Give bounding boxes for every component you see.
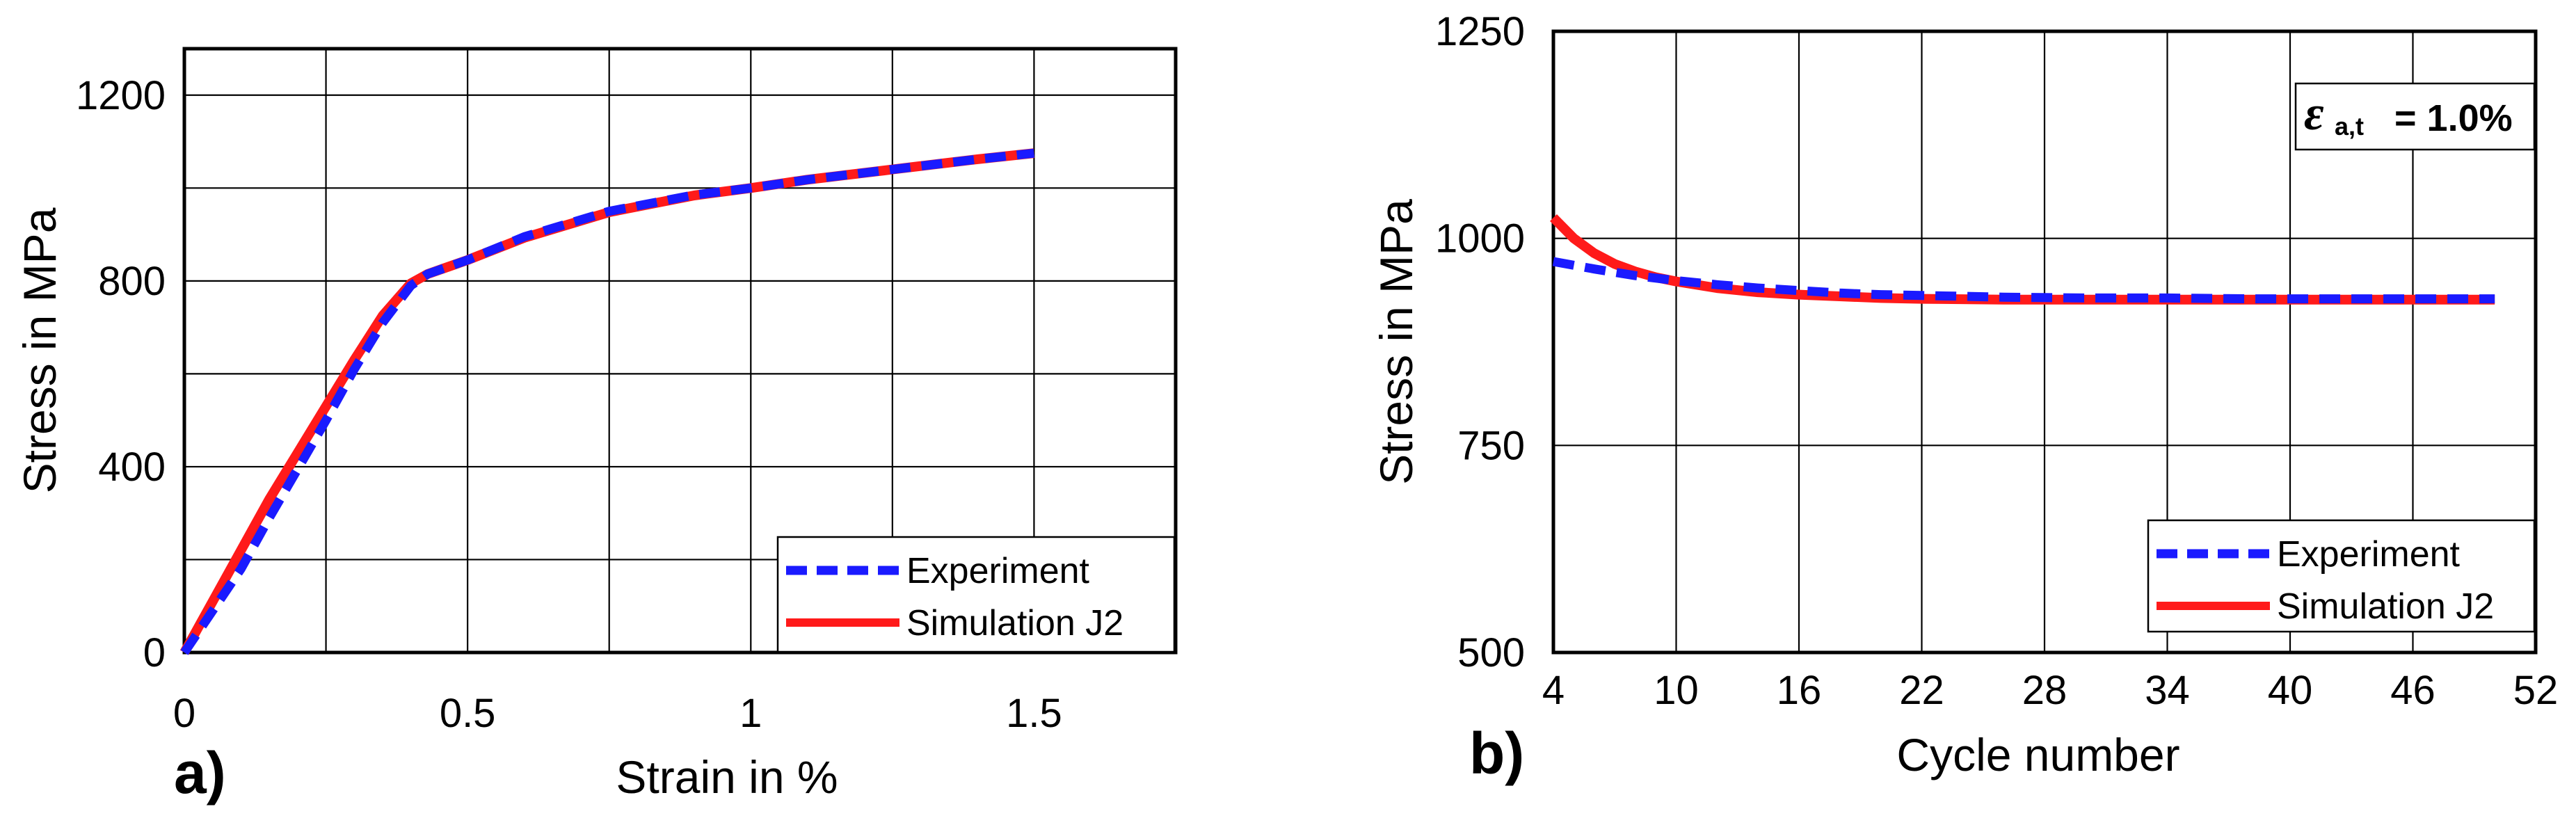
annotation-epsilon-symbol: ε	[2304, 87, 2324, 141]
y-tick-label-b-1: 750	[1457, 423, 1525, 468]
series-experiment-line-a	[180, 148, 1035, 655]
legend-label-simulation-b: Simulation J2	[2277, 586, 2494, 627]
y-tick-label-b-2: 1000	[1435, 216, 1525, 262]
plot-frame-a	[182, 47, 1178, 655]
x-axis-label-b: Cycle number	[1896, 729, 2179, 780]
x-tick-label-b-1: 10	[1654, 668, 1699, 713]
legend-label-simulation-a: Simulation J2	[906, 603, 1123, 643]
y-tick-label-b-0: 500	[1457, 630, 1525, 675]
series-simulation-line-b	[1550, 214, 2495, 305]
legend-b: Experiment Simulation J2	[2147, 519, 2536, 633]
y-tick-label-a-3: 1200	[76, 73, 166, 118]
x-tick-label-b-2: 16	[1777, 668, 1822, 713]
x-tick-label-a-0: 0	[173, 691, 195, 736]
panel-label-a: a)	[174, 740, 226, 806]
x-tick-label-a-1: 0.5	[440, 691, 496, 736]
y-tick-label-b-3: 1250	[1435, 9, 1525, 54]
y-tick-label-a-2: 800	[98, 259, 166, 304]
y-tick-label-a-1: 400	[98, 444, 166, 490]
x-tick-label-b-7: 46	[2390, 668, 2435, 713]
x-tick-label-b-4: 28	[2022, 668, 2067, 713]
panel-label-b: b)	[1469, 721, 1524, 786]
x-axis-label-a: Strain in %	[616, 751, 838, 803]
annotation-value: = 1.0%	[2394, 97, 2513, 139]
legend-a: Experiment Simulation J2	[776, 536, 1176, 653]
plot-frame-b	[1551, 29, 2538, 655]
strain-amplitude-annotation: ε a,t = 1.0%	[2294, 82, 2536, 151]
annotation-box	[2294, 82, 2536, 151]
legend-box-b	[2147, 519, 2536, 633]
x-tick-label-a-3: 1.5	[1006, 691, 1062, 736]
chart-a: 0 0.5 1 1.5 0 400 800 1200 Strain in % Stress in …	[14, 47, 1178, 806]
chart-b: 4 10 16 22 28 34 40 46 52 500 750 1000 1250 Cycle num…	[1370, 9, 2558, 786]
annotation-subscript: a,t	[2335, 112, 2364, 141]
x-tick-label-b-3: 22	[1899, 668, 1944, 713]
x-tick-label-a-2: 1	[739, 691, 762, 736]
y-tick-label-a-0: 0	[143, 630, 166, 675]
x-tick-label-b-5: 34	[2145, 668, 2190, 713]
legend-label-experiment-a: Experiment	[906, 551, 1090, 591]
y-axis-label-b: Stress in MPa	[1370, 199, 1422, 485]
legend-label-experiment-b: Experiment	[2277, 534, 2461, 575]
x-tick-label-b-6: 40	[2268, 668, 2313, 713]
legend-box-a	[776, 536, 1176, 653]
x-tick-label-b-0: 4	[1542, 668, 1565, 713]
y-axis-label-a: Stress in MPa	[14, 207, 65, 493]
x-tick-label-b-8: 52	[2513, 668, 2559, 713]
series-experiment-line-b	[1552, 257, 2495, 304]
